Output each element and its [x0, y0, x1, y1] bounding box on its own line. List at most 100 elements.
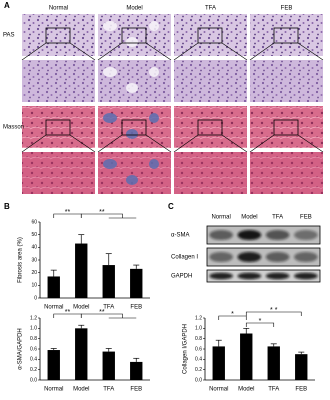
panel-label: A — [4, 1, 10, 10]
y-axis-label: Fibrosis area (%) — [18, 237, 24, 283]
micrograph — [98, 14, 171, 56]
micrograph — [98, 106, 171, 148]
collagen — [126, 129, 138, 139]
y-tick-label: 30 — [31, 257, 37, 263]
column-label: TFA — [205, 6, 216, 12]
x-tick-label: FEB — [130, 305, 142, 311]
zoom-box — [197, 27, 223, 44]
micrograph — [22, 152, 95, 194]
column-label: Normal — [49, 6, 68, 12]
column-label: FEB — [281, 6, 293, 12]
blot-band — [265, 251, 290, 263]
zoom-line — [173, 42, 199, 61]
micrograph-tint — [98, 60, 171, 102]
zoom-line — [69, 42, 96, 61]
micrograph — [22, 60, 95, 102]
bar — [102, 351, 115, 380]
panel-label: C — [168, 202, 174, 211]
micrograph-tint — [22, 152, 95, 194]
zoom-line — [221, 134, 248, 153]
bar — [75, 328, 88, 380]
zoom-line — [297, 42, 324, 61]
bar — [130, 361, 143, 380]
y-tick-label: 0 — [34, 295, 37, 301]
y-tick-label: 0.0 — [195, 377, 202, 383]
zoom-line — [145, 42, 172, 61]
y-tick-label: 50 — [31, 232, 37, 238]
y-tick-label: 60 — [31, 219, 37, 225]
bar — [47, 276, 60, 298]
bar — [267, 346, 280, 380]
collagen — [103, 113, 117, 123]
blot-band — [294, 229, 318, 241]
significance-label: * — [259, 318, 262, 325]
panel-label: B — [4, 202, 10, 211]
zoom-box — [45, 119, 71, 136]
zoom-line — [97, 42, 123, 61]
blot-band — [209, 251, 233, 263]
bar — [130, 268, 143, 298]
significance-label: ** — [65, 309, 71, 316]
micrograph — [174, 60, 247, 102]
blot-band — [237, 272, 262, 280]
collagen — [126, 175, 138, 185]
blot-band — [265, 272, 290, 280]
zoom-box — [45, 27, 71, 44]
micrograph — [250, 152, 323, 194]
bar — [47, 350, 60, 380]
lumen — [103, 21, 117, 31]
zoom-line — [249, 42, 275, 61]
micrograph — [174, 14, 247, 56]
significance-label: ** — [65, 209, 71, 216]
x-tick-label: Normal — [44, 387, 63, 393]
lumen — [126, 37, 138, 47]
bar — [240, 333, 253, 380]
zoom-line — [297, 134, 324, 153]
y-tick-label: 0.8 — [195, 336, 202, 342]
blot-row-label: Collagen I — [171, 255, 198, 261]
micrograph — [250, 14, 323, 56]
blot-column-label: FEB — [300, 215, 312, 221]
x-tick-label: FEB — [130, 387, 142, 393]
x-tick-label: TFA — [268, 387, 279, 393]
zoom-box — [197, 119, 223, 136]
significance-label: ** — [99, 209, 105, 216]
blot-band — [237, 251, 262, 263]
micrograph — [22, 14, 95, 56]
blot-band — [237, 229, 262, 241]
micrograph-tint — [174, 60, 247, 102]
blot-strip — [206, 225, 321, 245]
bar — [295, 354, 308, 380]
panel-a: Normal Model TFA FEB PAS Masson — [3, 6, 324, 194]
x-tick-label: Model — [73, 305, 89, 311]
column-label: Model — [126, 6, 142, 12]
x-tick-label: TFA — [103, 305, 114, 311]
zoom-box — [273, 27, 299, 44]
micrograph — [98, 60, 171, 102]
lumen — [149, 21, 159, 31]
charts: 0 10 20 30 40 50 60 Fibrosis area (%) Normal Mode… — [18, 209, 315, 393]
y-tick-label: 0.0 — [30, 377, 37, 383]
significance-label: * * — [270, 307, 278, 314]
lumen — [126, 83, 138, 93]
y-tick-label: 1.0 — [30, 326, 37, 332]
significance-label: ** — [99, 309, 105, 316]
micrograph — [174, 106, 247, 148]
significance-bracket — [245, 311, 302, 316]
y-tick-label: 10 — [31, 283, 37, 289]
y-tick-label: 20 — [31, 270, 37, 276]
blot-column-label: Model — [241, 215, 257, 221]
y-tick-label: 1.2 — [195, 315, 202, 321]
y-tick-label: 0.2 — [195, 367, 202, 373]
zoom-line — [145, 134, 172, 153]
blot-column-label: TFA — [272, 215, 283, 221]
micrograph-tint — [250, 152, 323, 194]
blot-strip — [206, 247, 321, 267]
blot-band — [294, 272, 318, 280]
micrograph-tint — [250, 60, 323, 102]
zoom-line — [221, 42, 248, 61]
lumen — [149, 67, 159, 77]
zoom-line — [21, 134, 47, 153]
micrograph — [250, 60, 323, 102]
blot-band — [209, 272, 233, 280]
